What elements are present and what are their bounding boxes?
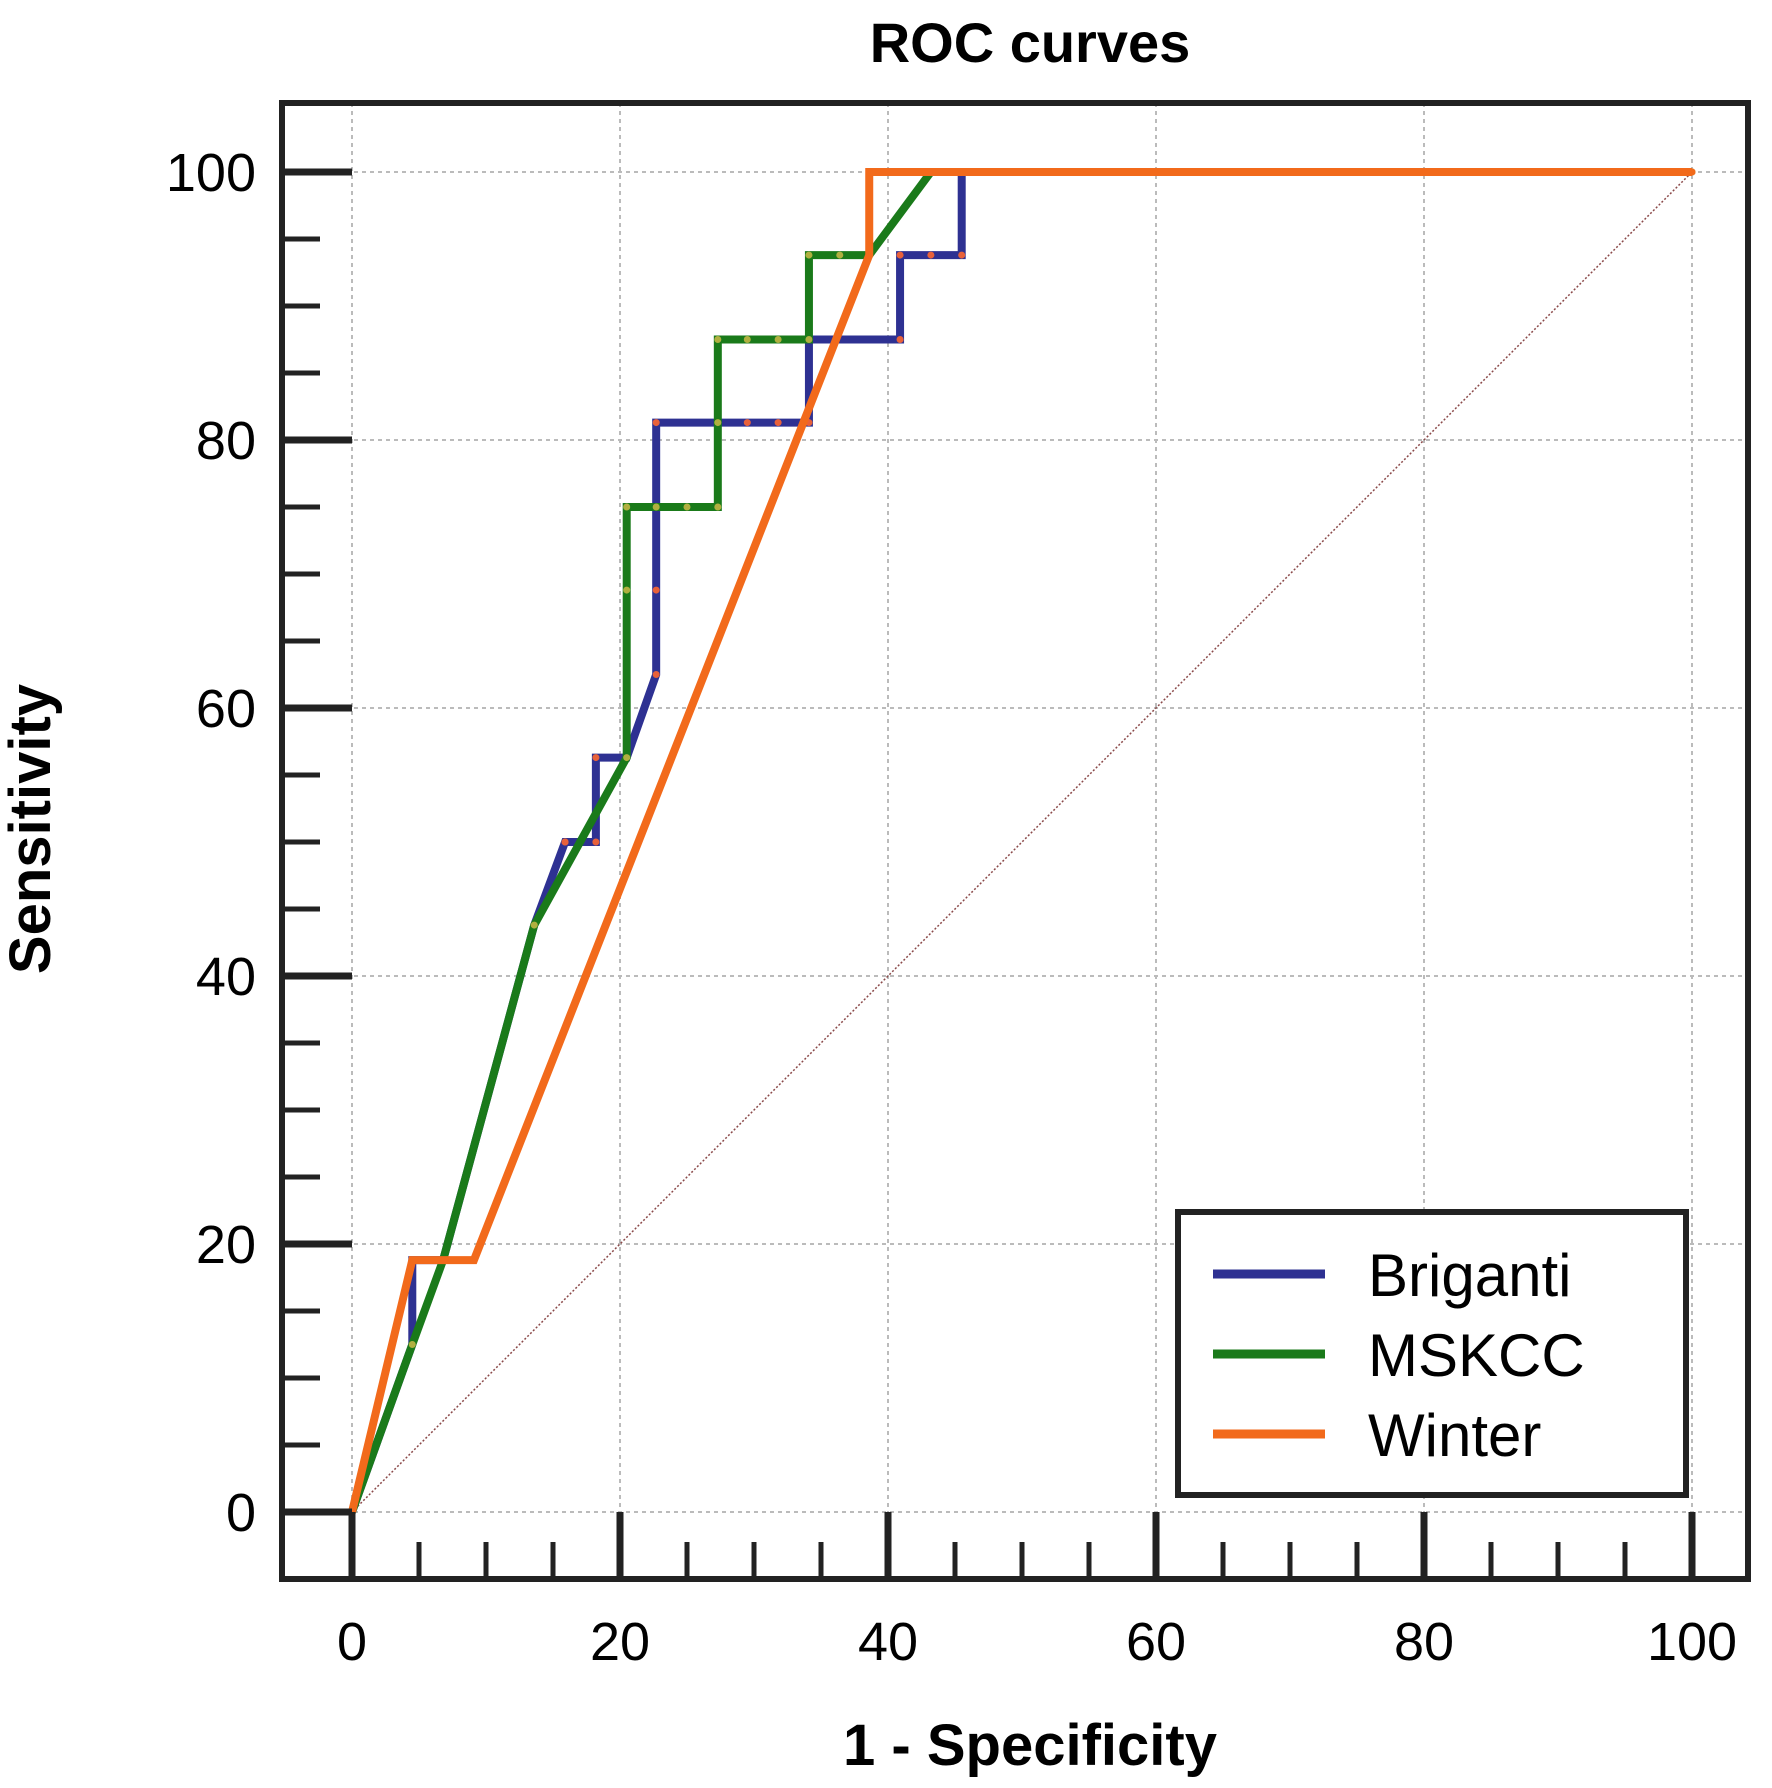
- data-point-mskcc: [623, 754, 631, 762]
- data-point-briganti: [958, 251, 966, 259]
- data-point-winter: [470, 1256, 478, 1264]
- x-tick-label: 40: [858, 1612, 918, 1672]
- data-point-mskcc: [683, 503, 691, 511]
- y-tick-label: 20: [196, 1215, 256, 1275]
- data-point-mskcc: [836, 251, 844, 259]
- data-point-briganti: [774, 419, 782, 427]
- data-point-briganti: [652, 419, 660, 427]
- legend-label-mskcc: MSKCC: [1368, 1322, 1585, 1389]
- legend-label-briganti: Briganti: [1368, 1242, 1571, 1309]
- legend: Briganti MSKCC Winter: [1175, 1209, 1689, 1498]
- data-point-mskcc: [805, 336, 813, 343]
- series-group: [348, 168, 1696, 1516]
- y-tick-label: 40: [196, 947, 256, 1007]
- data-point-briganti: [896, 251, 904, 259]
- y-tick-label: 60: [196, 679, 256, 739]
- x-tick-labels: 0 20 40 60 80 100: [337, 1612, 1737, 1672]
- data-point-briganti: [743, 419, 751, 427]
- data-point-briganti: [927, 251, 935, 259]
- data-point-mskcc: [805, 251, 813, 259]
- data-point-briganti: [561, 838, 569, 846]
- data-point-mskcc: [714, 336, 722, 343]
- data-point-mskcc: [530, 921, 538, 929]
- grid: [282, 103, 1748, 1579]
- data-point-briganti: [652, 671, 660, 678]
- data-point-mskcc: [652, 503, 660, 511]
- x-tick-label: 0: [337, 1612, 367, 1672]
- y-tick-label: 0: [226, 1483, 256, 1543]
- chart-title: ROC curves: [870, 11, 1191, 74]
- data-point-winter: [865, 168, 873, 176]
- data-point-mskcc: [623, 586, 631, 594]
- data-point-mskcc: [743, 336, 751, 343]
- plot-frame: [279, 100, 1751, 1582]
- x-tick-label: 20: [590, 1612, 650, 1672]
- legend-label-winter: Winter: [1368, 1402, 1541, 1469]
- data-point-briganti: [896, 336, 904, 343]
- data-point-winter: [408, 1256, 416, 1264]
- x-tick-label: 60: [1126, 1612, 1186, 1672]
- data-point-briganti: [652, 586, 660, 594]
- y-tick-label: 80: [196, 411, 256, 471]
- y-tick-labels: 0 20 40 60 80 100: [166, 143, 256, 1543]
- x-tick-label: 80: [1394, 1612, 1454, 1672]
- data-point-winter: [1688, 168, 1696, 176]
- roc-curve-winter: [348, 168, 1692, 1513]
- x-tick-label: 100: [1647, 1612, 1737, 1672]
- data-point-briganti: [592, 754, 600, 762]
- data-point-briganti: [592, 838, 600, 846]
- y-tick-label: 100: [166, 143, 256, 203]
- data-point-mskcc: [714, 503, 722, 511]
- data-point-mskcc: [774, 336, 782, 343]
- data-point-winter: [865, 251, 873, 259]
- ticks: [282, 168, 1696, 1579]
- data-point-mskcc: [623, 503, 631, 511]
- data-point-mskcc: [714, 419, 722, 427]
- y-axis-title: Sensitivity: [0, 684, 63, 974]
- x-axis-title: 1 - Specificity: [843, 1713, 1217, 1778]
- data-point-mskcc: [408, 1341, 416, 1348]
